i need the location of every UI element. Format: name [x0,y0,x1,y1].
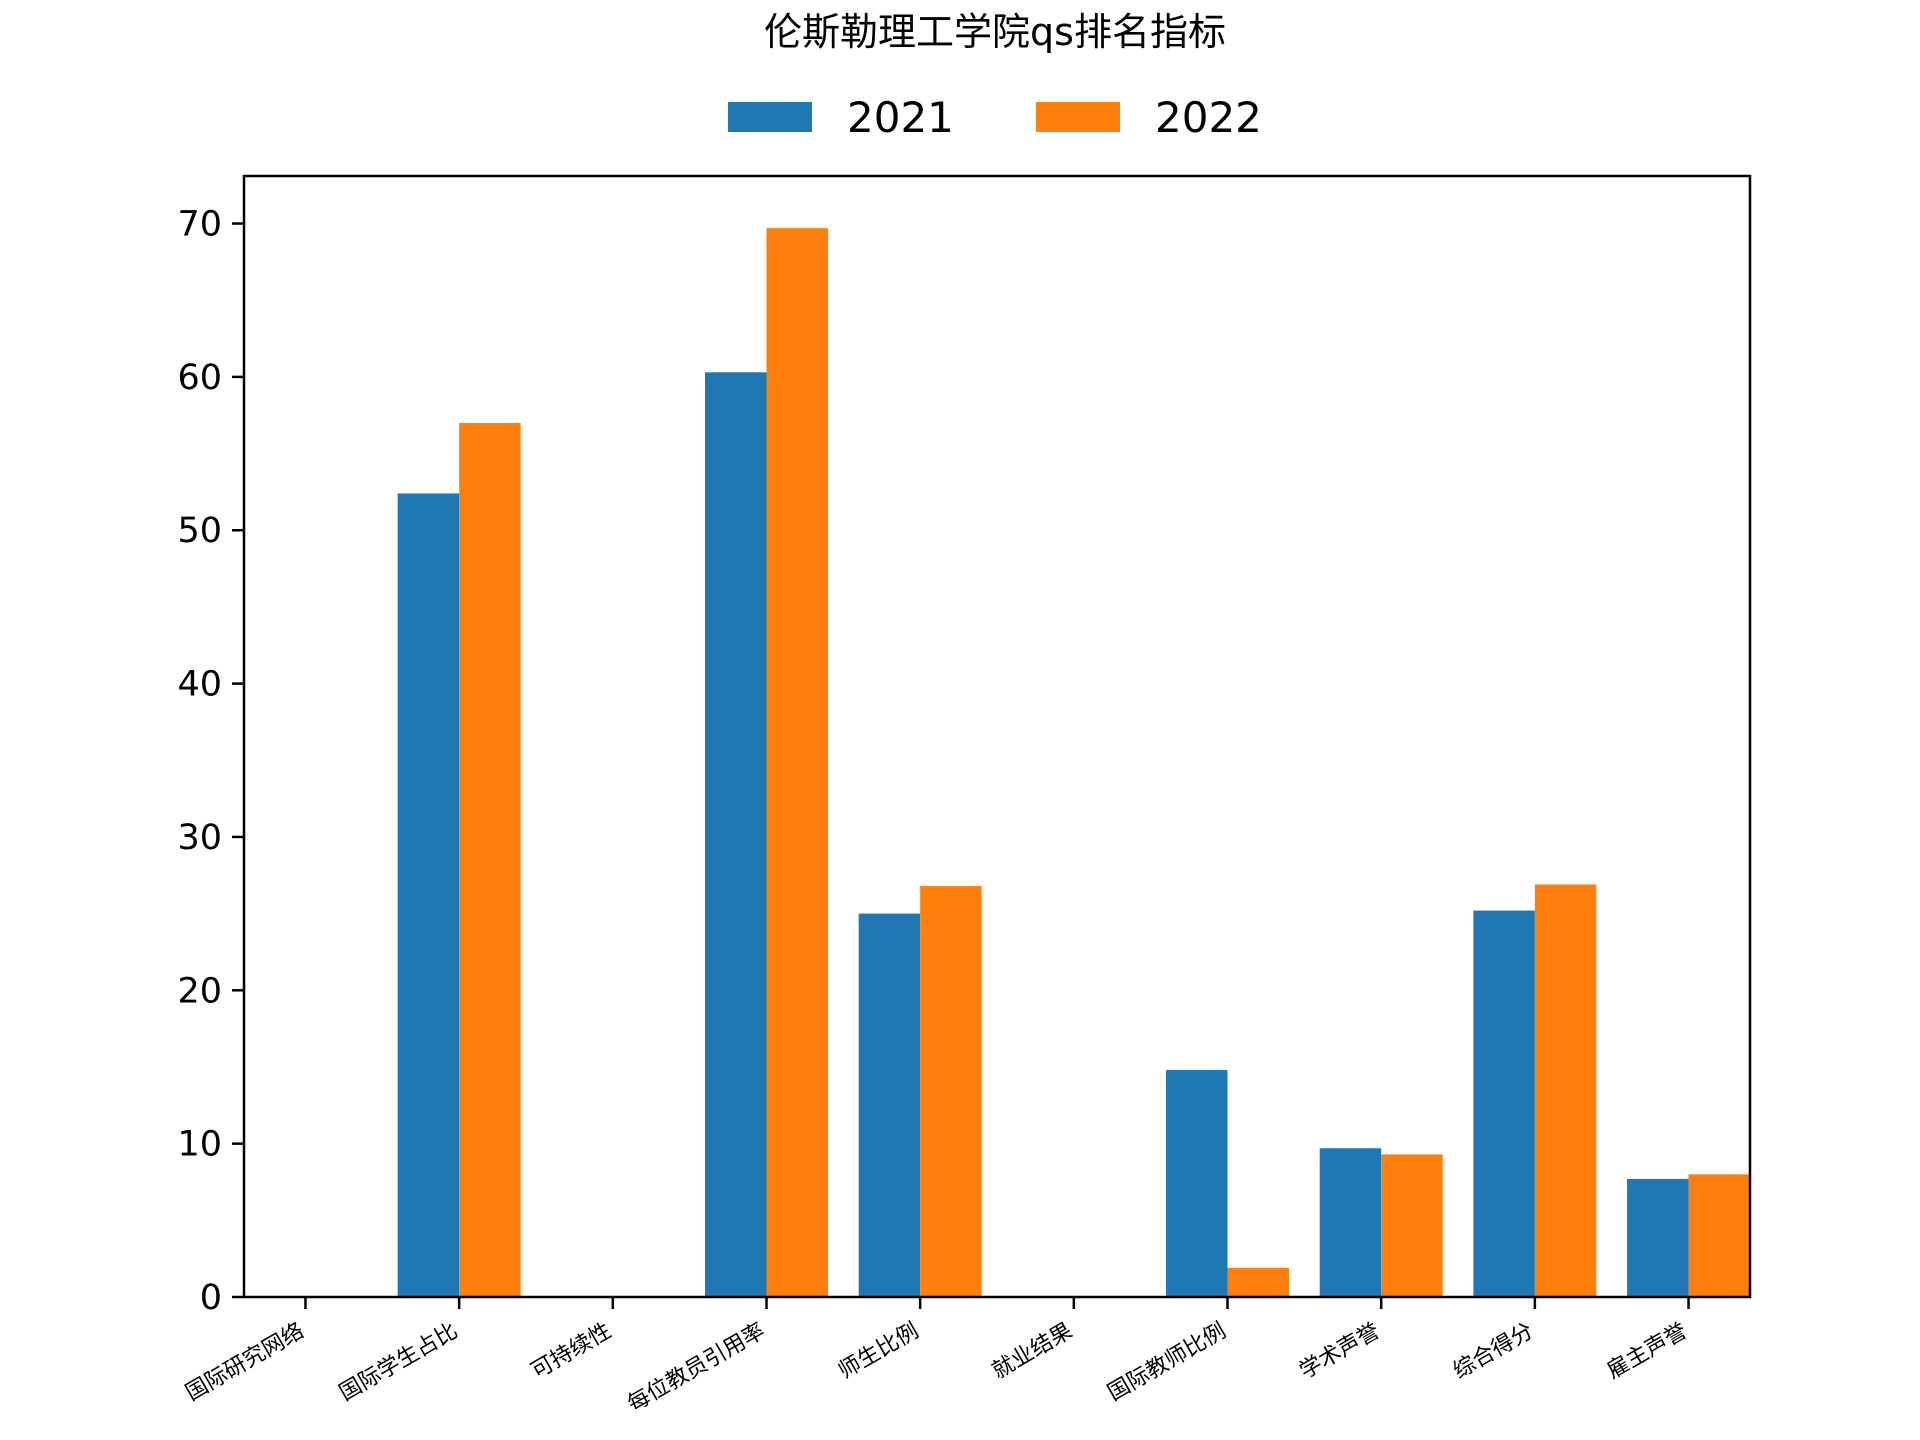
bar-2022-9 [1688,1174,1750,1297]
axes-frame [242,174,1752,1299]
bar-2021-4 [858,913,921,1297]
bar-2021-6 [1166,1070,1228,1297]
y-tick-label: 40 [177,665,222,705]
legend-swatch-2022 [1036,102,1120,132]
x-tick-label: 每位教员引用率 [624,1319,770,1418]
x-tick-label: 就业结果 [988,1319,1077,1385]
x-tick-label: 国际教师比例 [1104,1319,1231,1407]
x-tick-label: 国际研究网络 [182,1319,309,1407]
bar-2022-3 [766,228,828,1297]
chart-title: 伦斯勒理工学院qs排名指标 [764,10,1226,54]
bar-2021-7 [1319,1148,1382,1297]
y-tick-label: 20 [177,971,222,1011]
bar-2021-3 [705,372,767,1297]
y-tick-label: 60 [177,358,222,398]
series-1-bars [459,228,1750,1297]
x-tick-label: 雇主声誉 [1603,1319,1692,1385]
plot-area: 0 10 20 30 40 50 60 70 国际研究网络 国际学生占比 可持续性 每位教员引用率 师生… [177,174,1752,1418]
y-tick-label: 30 [177,818,222,858]
bar-2022-7 [1381,1154,1443,1297]
x-tick-label: 国际学生占比 [335,1319,462,1407]
y-tick-label: 70 [177,205,222,245]
y-tick-label: 50 [177,511,222,551]
bar-2022-4 [920,886,982,1297]
bar-2021-1 [397,493,460,1297]
series-0-bars [397,372,1689,1297]
bar-2022-6 [1227,1267,1289,1297]
bar-2021-8 [1473,910,1535,1297]
x-tick-label: 学术声誉 [1295,1319,1384,1385]
bar-2022-1 [459,422,521,1297]
y-tick-label: 10 [177,1125,222,1165]
x-tick-label: 可持续性 [527,1319,616,1385]
y-tick-label: 0 [200,1278,222,1318]
x-tick-label: 师生比例 [834,1319,923,1385]
bar-2021-9 [1627,1178,1689,1297]
legend-swatch-2021 [728,102,812,132]
x-tick-label: 综合得分 [1449,1319,1538,1385]
legend: 2021 2022 [728,93,1262,142]
bar-2022-8 [1534,884,1597,1297]
legend-label-2021: 2021 [847,93,954,142]
legend-label-2022: 2022 [1155,93,1262,142]
